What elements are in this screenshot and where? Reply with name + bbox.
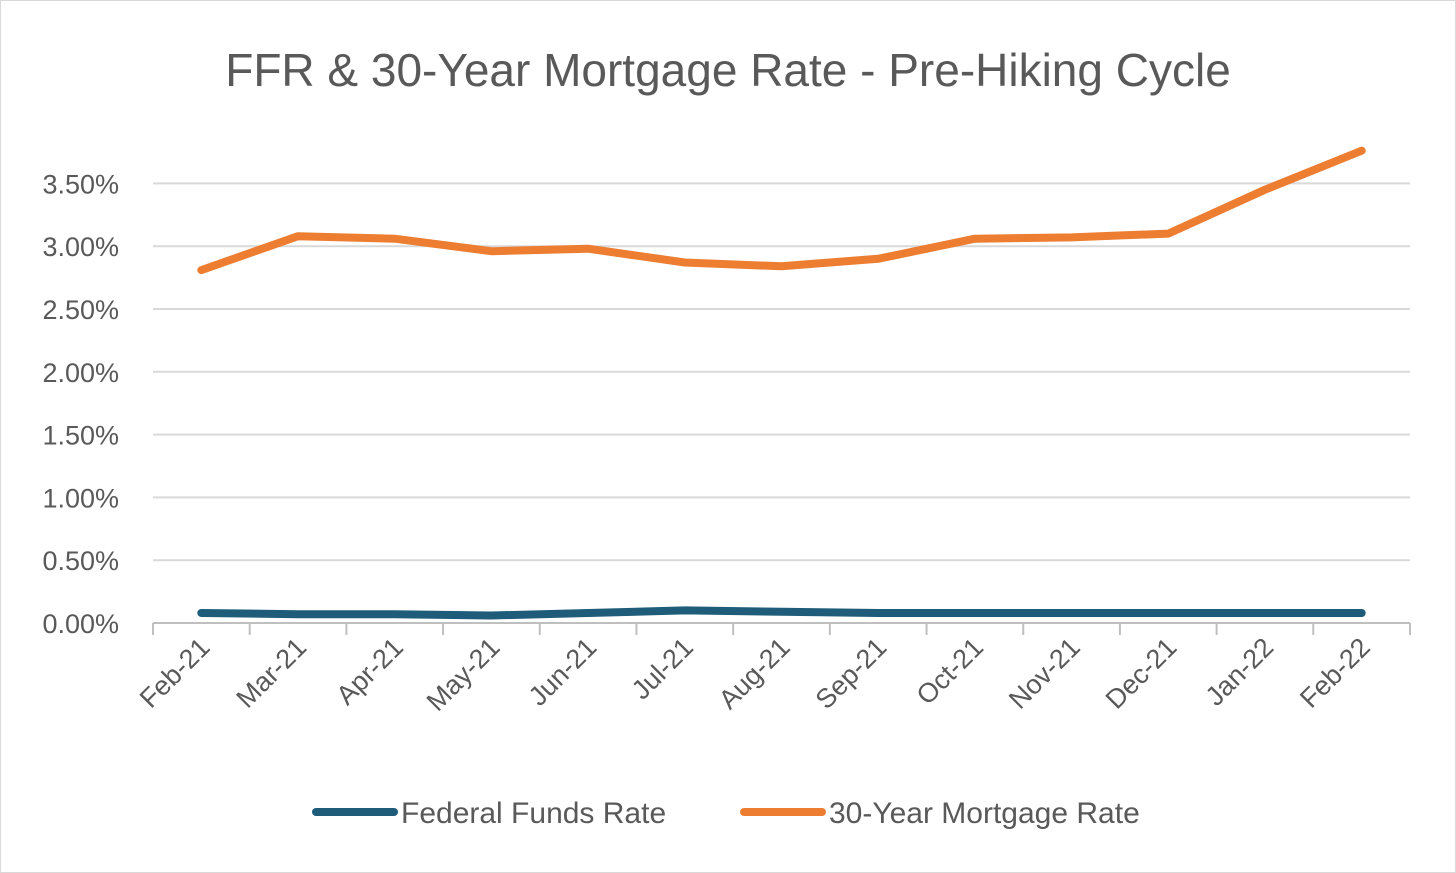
legend-entry: 30-Year Mortgage Rate <box>740 797 1140 830</box>
legend-entry: Federal Funds Rate <box>312 797 666 830</box>
x-tick-label: Feb-22 <box>1294 632 1376 714</box>
y-tick-label: 1.00% <box>42 483 119 513</box>
chart-title: FFR & 30-Year Mortgage Rate - Pre-Hiking… <box>225 44 1231 96</box>
legend: Federal Funds Rate 30-Year Mortgage Rate <box>312 797 1140 830</box>
x-tick-label: Dec-21 <box>1100 632 1183 715</box>
x-tick-label: Apr-21 <box>330 632 409 711</box>
series-line-30-year-mortgage-rate <box>197 146 1366 275</box>
legend-label: 30-Year Mortgage Rate <box>829 797 1140 830</box>
x-axis: Feb-21 Mar-21 Apr-21 May-21 Jun-21 Jul-21 Aug-… <box>134 622 1411 717</box>
x-tick-label: Jul-21 <box>626 632 699 705</box>
x-tick-label: Nov-21 <box>1003 632 1086 715</box>
x-tick-label: Jan-22 <box>1200 632 1280 712</box>
y-tick-label: 2.00% <box>42 358 119 388</box>
y-tick-label: 3.00% <box>42 232 119 262</box>
x-tick-label: Aug-21 <box>713 632 796 715</box>
series-line-federal-funds-rate <box>197 606 1366 620</box>
y-tick-label: 1.50% <box>42 421 119 451</box>
y-axis-labels: 0.00% 0.50% 1.00% 1.50% 2.00% 2.50% 3.00% 3.50% <box>42 169 119 639</box>
x-tick-label: May-21 <box>421 632 506 717</box>
y-tick-label: 3.50% <box>42 169 119 199</box>
y-tick-label: 0.50% <box>42 546 119 576</box>
x-tick-label: Mar-21 <box>231 632 313 714</box>
gridlines <box>153 182 1410 562</box>
x-tick-label: Sep-21 <box>810 632 893 715</box>
series-lines <box>197 146 1366 620</box>
legend-label: Federal Funds Rate <box>401 797 666 830</box>
x-tick-label: Feb-21 <box>134 632 216 714</box>
y-tick-label: 2.50% <box>42 295 119 325</box>
x-tick-label: Oct-21 <box>911 632 990 711</box>
x-tick-label: Jun-21 <box>523 632 603 712</box>
y-tick-label: 0.00% <box>42 609 119 639</box>
